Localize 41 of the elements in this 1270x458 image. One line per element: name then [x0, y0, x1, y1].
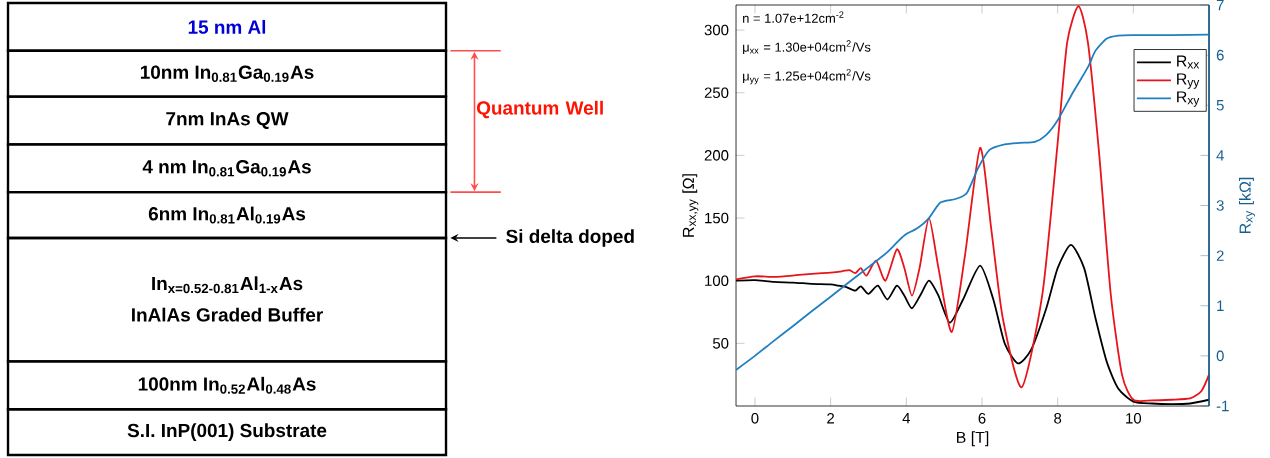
y2-tick-label: 0	[1216, 350, 1224, 362]
y-tick-label: 50	[712, 338, 729, 349]
legend-label: R$_{xy}$	[1177, 91, 1200, 107]
text: 10nm In$_{0.81}$Ga$_{0.19}$As	[140, 65, 314, 82]
y-tick-label: 250	[704, 87, 729, 99]
text: Quantum Well	[476, 100, 603, 119]
text: In$_{x=0.52-0.81}$Al$_{1-x}$As	[152, 276, 303, 294]
y2-tick-label: 5	[1216, 100, 1224, 111]
y2-tick-label: 4	[1216, 150, 1224, 161]
text: 7nm InAs QW	[166, 112, 289, 129]
text: 100nm In$_{0.52}$Al$_{0.48}$As	[138, 376, 316, 394]
y2-tick-label: -1	[1216, 400, 1229, 412]
legend-label: R$_{yy}$	[1177, 73, 1200, 89]
x-tick-label: 0	[751, 413, 759, 424]
annotation: μ$_{xx}$ = 1.30e+04cm$^{2}$/Vs	[743, 40, 871, 55]
x-axis-title: B [T]	[957, 431, 989, 447]
text: S.I. InP(001) Substrate	[127, 423, 327, 441]
text: 15 nm Al	[188, 19, 266, 34]
annotation: μ$_{yy}$ = 1.25e+04cm$^{2}$/Vs	[743, 69, 871, 85]
y2-axis-title: R$_{xy}$ [kΩ]	[1239, 177, 1256, 234]
y-tick-label: 100	[705, 275, 729, 286]
y2-tick-label: 6	[1216, 49, 1224, 61]
y2-tick-label: 1	[1217, 300, 1224, 311]
y2-tick-label: 3	[1216, 200, 1224, 211]
text: 4 nm In$_{0.81}$Ga$_{0.19}$As	[142, 160, 311, 177]
y2-tick-label: 2	[1216, 250, 1224, 261]
y-tick-label: 150	[705, 212, 729, 224]
x-tick-label: 6	[978, 413, 986, 424]
y-axis-title: R$_{xx,yy}$ [Ω]	[682, 174, 699, 237]
y-tick-label: 300	[704, 24, 729, 36]
legend-label: R$_{xx}$	[1177, 55, 1200, 69]
text: Si delta doped	[506, 229, 634, 247]
x-tick-label: 2	[827, 413, 835, 424]
text: 6nm In$_{0.81}$Al$_{0.19}$As	[148, 206, 306, 224]
x-tick-label: 10	[1126, 413, 1142, 424]
x-tick-label: 8	[1054, 413, 1062, 424]
y-tick-label: 200	[704, 150, 729, 161]
text: InAlAs Graded Buffer	[132, 307, 323, 322]
x-tick-label: 4	[902, 413, 911, 424]
annotation: n = 1.07e+12cm$^{-2}$	[743, 11, 844, 23]
y2-tick-label: 7	[1216, 0, 1224, 11]
